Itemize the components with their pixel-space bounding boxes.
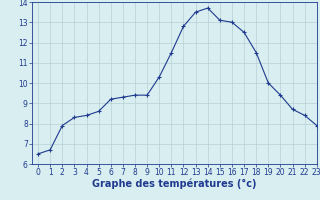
- X-axis label: Graphe des températures (°c): Graphe des températures (°c): [92, 179, 257, 189]
